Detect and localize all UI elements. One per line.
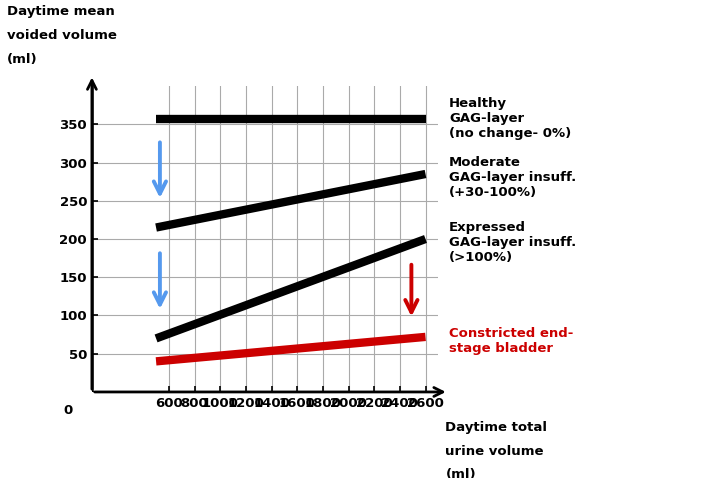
- Text: (ml): (ml): [445, 468, 476, 478]
- Text: (ml): (ml): [7, 53, 37, 65]
- Text: Moderate
GAG-layer insuff.
(+30-100%): Moderate GAG-layer insuff. (+30-100%): [449, 156, 576, 199]
- Text: voided volume: voided volume: [7, 29, 117, 42]
- Text: Healthy
GAG-layer
(no change- 0%): Healthy GAG-layer (no change- 0%): [449, 98, 571, 141]
- Text: urine volume: urine volume: [445, 445, 544, 457]
- Text: 0: 0: [63, 404, 72, 417]
- Text: Daytime mean: Daytime mean: [7, 5, 115, 18]
- Text: Constricted end-
stage bladder: Constricted end- stage bladder: [449, 327, 573, 355]
- Text: Expressed
GAG-layer insuff.
(>100%): Expressed GAG-layer insuff. (>100%): [449, 221, 576, 264]
- Text: Daytime total: Daytime total: [445, 421, 547, 434]
